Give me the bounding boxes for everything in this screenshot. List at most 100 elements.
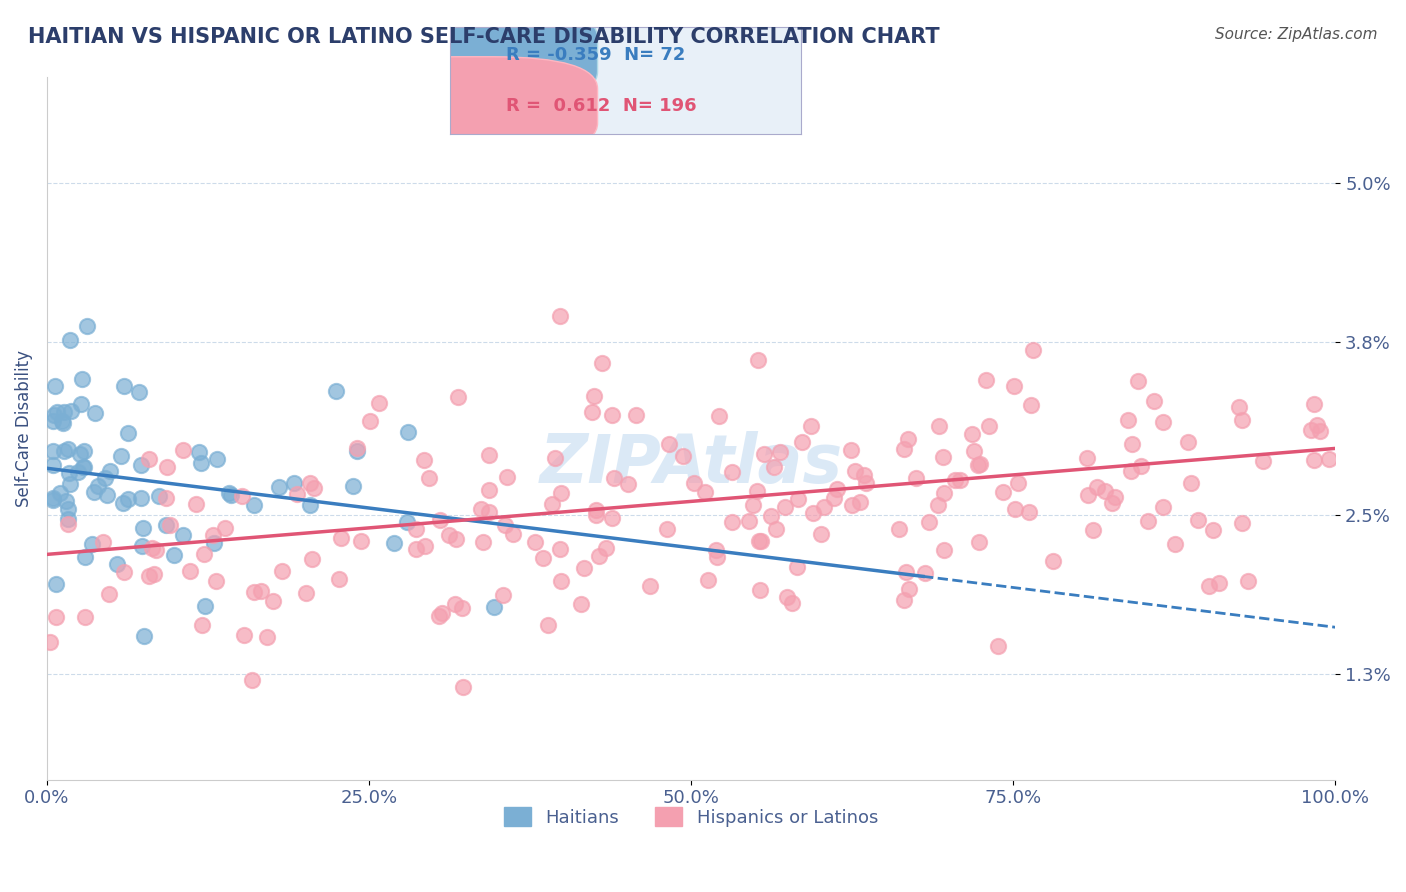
Point bbox=[1164, 536, 1187, 550]
Point bbox=[55, 493, 77, 508]
Point bbox=[240, 673, 263, 687]
Point bbox=[960, 426, 983, 441]
Point bbox=[304, 481, 326, 495]
Point bbox=[741, 498, 763, 512]
Point bbox=[1130, 459, 1153, 474]
Point bbox=[1101, 496, 1123, 510]
Point bbox=[541, 497, 564, 511]
Point bbox=[301, 552, 323, 566]
Point bbox=[117, 491, 139, 506]
Point bbox=[299, 475, 322, 490]
Point bbox=[214, 521, 236, 535]
Point bbox=[974, 373, 997, 387]
Point bbox=[825, 482, 848, 496]
Point bbox=[889, 522, 911, 536]
Point bbox=[330, 531, 353, 545]
Point bbox=[295, 585, 318, 599]
Point bbox=[395, 516, 418, 530]
Point bbox=[191, 617, 214, 632]
Point bbox=[478, 483, 501, 497]
Point bbox=[1126, 374, 1149, 388]
Point bbox=[1299, 423, 1322, 437]
Point bbox=[1019, 398, 1042, 412]
Point bbox=[249, 584, 271, 599]
Point bbox=[595, 541, 617, 555]
Point bbox=[346, 441, 368, 455]
Point bbox=[56, 516, 79, 531]
Point bbox=[58, 466, 80, 480]
Point bbox=[298, 498, 321, 512]
Point bbox=[765, 522, 787, 536]
Point bbox=[1022, 343, 1045, 357]
Point bbox=[86, 479, 108, 493]
Point bbox=[346, 444, 368, 458]
Point bbox=[83, 484, 105, 499]
Point bbox=[738, 514, 761, 528]
Point bbox=[987, 639, 1010, 653]
Point bbox=[748, 534, 770, 549]
Point bbox=[1236, 574, 1258, 588]
Point bbox=[969, 458, 991, 472]
Point bbox=[42, 458, 65, 473]
Point bbox=[531, 550, 554, 565]
Point bbox=[141, 541, 163, 555]
Point bbox=[790, 435, 813, 450]
Point bbox=[201, 528, 224, 542]
Point bbox=[571, 597, 593, 611]
Point bbox=[427, 609, 450, 624]
Point bbox=[1152, 415, 1174, 429]
Point bbox=[1143, 394, 1166, 409]
Point bbox=[155, 517, 177, 532]
Point bbox=[359, 414, 381, 428]
Point bbox=[1007, 476, 1029, 491]
Point bbox=[163, 548, 186, 562]
Point bbox=[172, 442, 194, 457]
Point bbox=[1187, 513, 1209, 527]
Point bbox=[1121, 463, 1143, 477]
Point bbox=[73, 609, 96, 624]
Point bbox=[73, 444, 96, 458]
Point bbox=[1116, 413, 1139, 427]
Text: Source: ZipAtlas.com: Source: ZipAtlas.com bbox=[1215, 27, 1378, 42]
Point bbox=[42, 414, 65, 428]
Point bbox=[145, 542, 167, 557]
Point bbox=[898, 582, 921, 597]
Point bbox=[412, 453, 434, 467]
Point bbox=[256, 630, 278, 644]
Point bbox=[603, 471, 626, 485]
Point bbox=[747, 352, 769, 367]
Point bbox=[190, 456, 212, 470]
Point bbox=[129, 458, 152, 472]
Point bbox=[98, 586, 121, 600]
Point bbox=[1177, 435, 1199, 450]
Point bbox=[747, 484, 769, 499]
Point bbox=[1303, 397, 1326, 411]
Point bbox=[697, 574, 720, 588]
Point bbox=[96, 488, 118, 502]
Point bbox=[977, 419, 1000, 434]
Point bbox=[267, 479, 290, 493]
Point bbox=[233, 628, 256, 642]
Point bbox=[672, 450, 695, 464]
Point bbox=[172, 528, 194, 542]
Point bbox=[1309, 424, 1331, 438]
Point bbox=[932, 450, 955, 464]
Point bbox=[813, 500, 835, 514]
Point bbox=[748, 582, 770, 597]
Point bbox=[496, 470, 519, 484]
Point bbox=[855, 476, 877, 491]
Point bbox=[129, 491, 152, 506]
Point bbox=[138, 568, 160, 582]
Point bbox=[131, 539, 153, 553]
Point bbox=[328, 573, 350, 587]
Point bbox=[66, 465, 89, 479]
Point bbox=[350, 534, 373, 549]
Point bbox=[693, 485, 716, 500]
Point bbox=[949, 473, 972, 487]
Point bbox=[810, 527, 832, 541]
Point bbox=[451, 680, 474, 694]
Point bbox=[56, 502, 79, 516]
Point bbox=[1208, 576, 1230, 591]
Point bbox=[138, 451, 160, 466]
Point bbox=[478, 505, 501, 519]
